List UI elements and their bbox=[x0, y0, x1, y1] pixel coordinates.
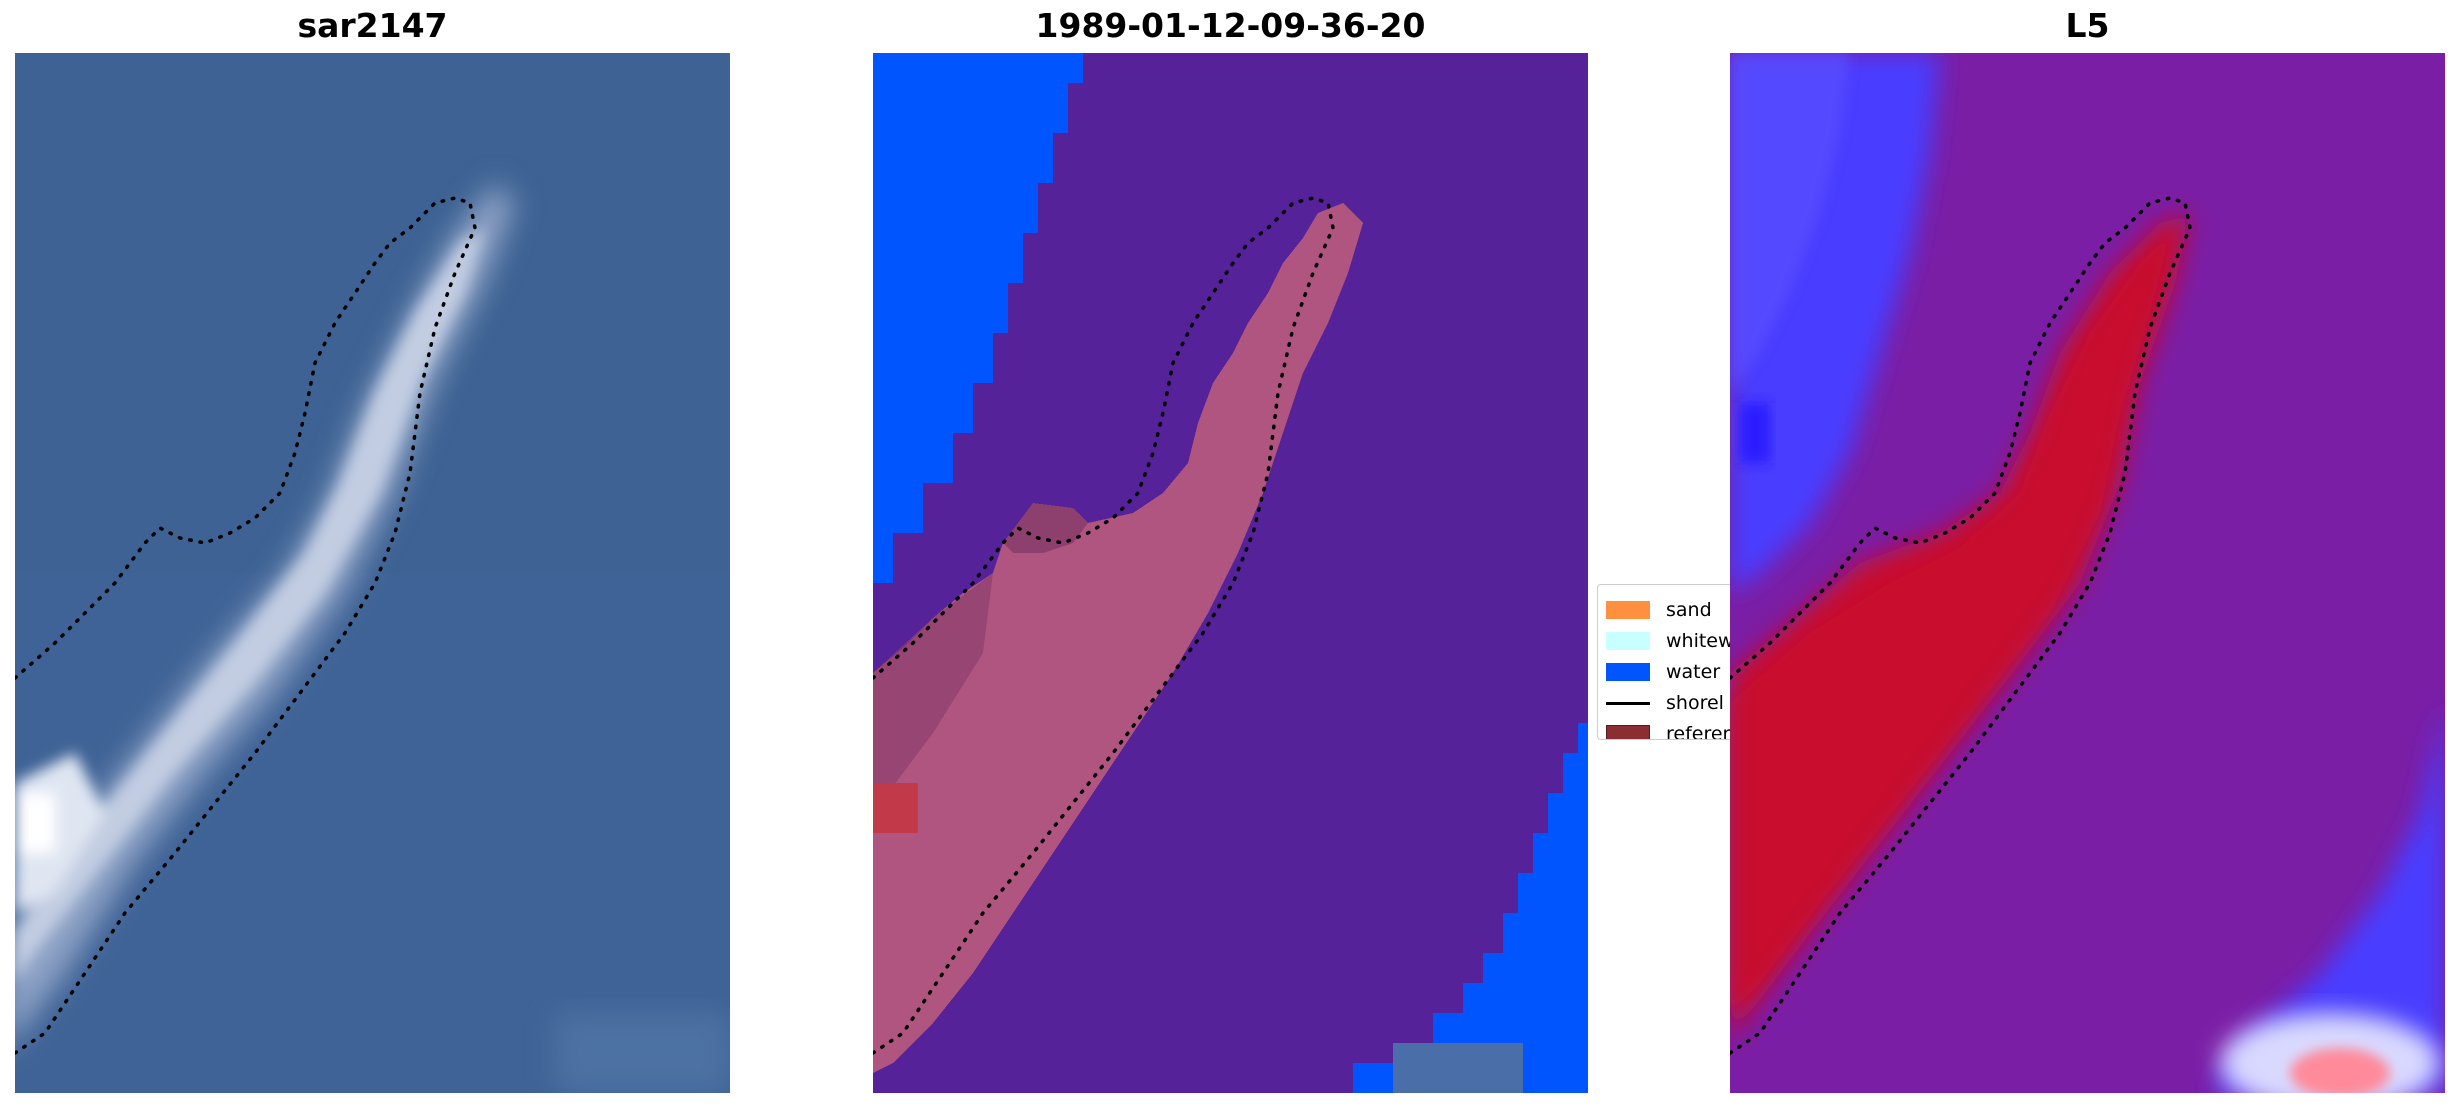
classification-panel bbox=[873, 53, 1588, 1093]
index-map bbox=[1730, 53, 2445, 1093]
legend-swatch-whitewater bbox=[1606, 632, 1650, 650]
index-low-top-left bbox=[1730, 53, 1850, 393]
legend-item-whitewater: whitew bbox=[1606, 628, 1730, 654]
panel-title-index: L5 bbox=[2065, 6, 2110, 45]
legend-label: water bbox=[1666, 661, 1721, 683]
legend-label: shorel bbox=[1666, 692, 1724, 714]
legend-item-water: water bbox=[1606, 659, 1730, 685]
legend-swatch-water bbox=[1606, 663, 1650, 681]
rgb-image-panel bbox=[15, 53, 730, 1093]
panel-title-rgb: sar2147 bbox=[297, 6, 448, 45]
legend-item-shoreline: shorel bbox=[1606, 690, 1730, 716]
class-sand-patch bbox=[873, 783, 918, 833]
reference-shoreline bbox=[873, 196, 1335, 1055]
index-lowest-spot bbox=[1740, 403, 1770, 463]
reference-shoreline bbox=[15, 196, 477, 1055]
legend-item-sand: sand bbox=[1606, 597, 1730, 623]
rgb-image bbox=[15, 53, 730, 1093]
legend-label: whitew bbox=[1666, 630, 1730, 652]
legend: sand whitew water shorel referer bbox=[1597, 584, 1730, 740]
class-water-bottom-right bbox=[1353, 723, 1588, 1093]
index-high-core bbox=[1730, 233, 2170, 1013]
index-panel bbox=[1730, 53, 2445, 1093]
legend-line-shoreline bbox=[1606, 701, 1650, 705]
legend-item-reference: referer bbox=[1606, 721, 1730, 740]
class-overlay-dark-left bbox=[873, 573, 993, 813]
classification-map bbox=[873, 53, 1588, 1093]
legend-label: referer bbox=[1666, 723, 1730, 740]
class-water-top-left bbox=[873, 53, 1083, 583]
index-corner-hot bbox=[2290, 1048, 2390, 1093]
legend-swatch-reference bbox=[1606, 725, 1650, 739]
legend-label: sand bbox=[1666, 599, 1712, 621]
class-reference-overlay bbox=[873, 203, 1363, 1073]
sand-spit-core bbox=[15, 228, 485, 983]
legend-swatch-sand bbox=[1606, 601, 1650, 619]
class-corner-patch bbox=[1393, 1043, 1523, 1093]
rgb-corner-patch bbox=[555, 1013, 730, 1093]
reference-shoreline bbox=[1730, 196, 2192, 1055]
panel-title-classification: 1989-01-12-09-36-20 bbox=[1035, 6, 1426, 45]
